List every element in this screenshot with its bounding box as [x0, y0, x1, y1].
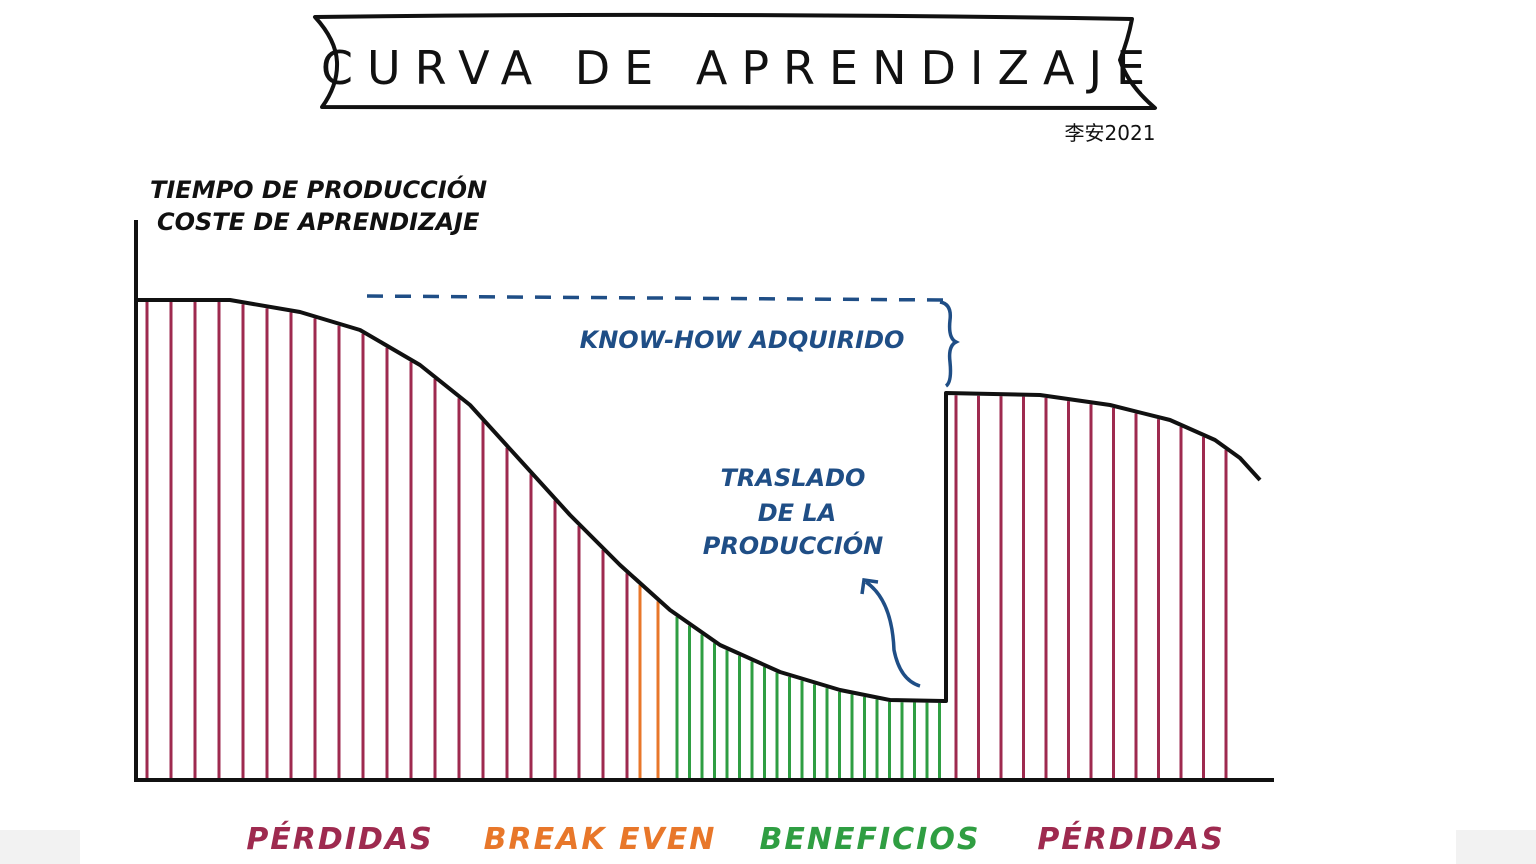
- edge-shade: [1456, 830, 1536, 864]
- relocation-label: PRODUCCIÓN: [703, 530, 884, 560]
- zone-label: BENEFICIOS: [760, 822, 981, 857]
- author: 李安2021: [1065, 121, 1156, 145]
- know-how-label: KNOW-HOW ADQUIRIDO: [580, 326, 905, 354]
- relocation-label: TRASLADO: [721, 464, 866, 492]
- arrow-head: [860, 578, 879, 595]
- zone-label: PÉRDIDAS: [246, 821, 433, 857]
- brace: [939, 300, 960, 388]
- y-label: COSTE DE APRENDIZAJE: [157, 208, 480, 236]
- arrow: [864, 580, 921, 688]
- hatching: [145, 302, 1228, 778]
- learning-curve: [138, 298, 1262, 703]
- zone-label: BREAK EVEN: [484, 822, 717, 857]
- edge-shade: [0, 830, 80, 864]
- know-how-level: [366, 294, 944, 302]
- zone-label: PÉRDIDAS: [1037, 821, 1224, 857]
- y-label: TIEMPO DE PRODUCCIÓN: [150, 174, 487, 204]
- relocation-label: DE LA: [758, 499, 837, 527]
- title-banner: [313, 12, 1157, 110]
- title: CURVA DE APRENDIZAJE: [321, 41, 1159, 95]
